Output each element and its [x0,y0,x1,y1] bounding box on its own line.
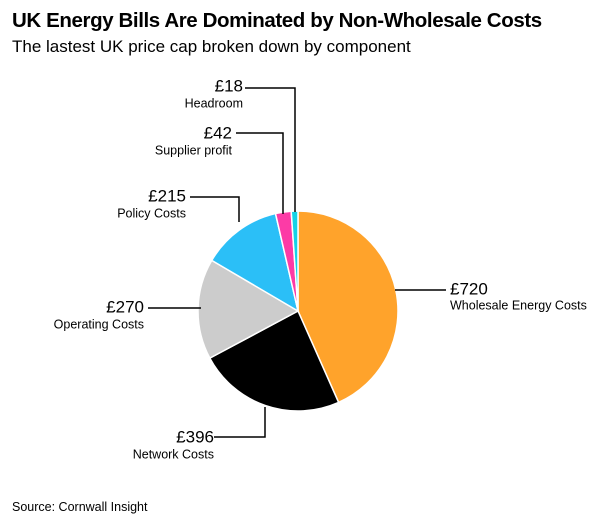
value-label-network-costs: £396 [176,427,214,446]
category-label-headroom: Headroom [185,96,243,110]
leader-line-network-costs [214,407,266,438]
pie-slices [197,210,399,412]
value-label-wholesale-energy-costs: £720 [450,279,488,298]
leader-line-supplier-profit [236,132,284,214]
category-label-operating-costs: Operating Costs [54,317,144,331]
chart-subtitle: The lastest UK price cap broken down by … [12,37,411,56]
leader-lines [148,87,446,438]
pie-slice-policy-costs [210,212,300,313]
pie-slice-network-costs [208,309,340,412]
value-label-policy-costs: £215 [148,186,186,205]
value-label-headroom: £18 [215,76,243,95]
leader-line-headroom [245,87,296,212]
leader-line-policy-costs [190,196,240,222]
pie-slice-operating-costs [197,259,300,360]
value-label-operating-costs: £270 [106,297,144,316]
category-label-wholesale-energy-costs: Wholesale Energy Costs [450,298,587,312]
category-label-supplier-profit: Supplier profit [155,143,233,157]
source-note: Source: Cornwall Insight [12,500,148,514]
category-label-network-costs: Network Costs [133,447,214,461]
value-label-supplier-profit: £42 [204,123,232,142]
category-label-policy-costs: Policy Costs [117,206,186,220]
chart-title: UK Energy Bills Are Dominated by Non-Who… [12,9,542,32]
